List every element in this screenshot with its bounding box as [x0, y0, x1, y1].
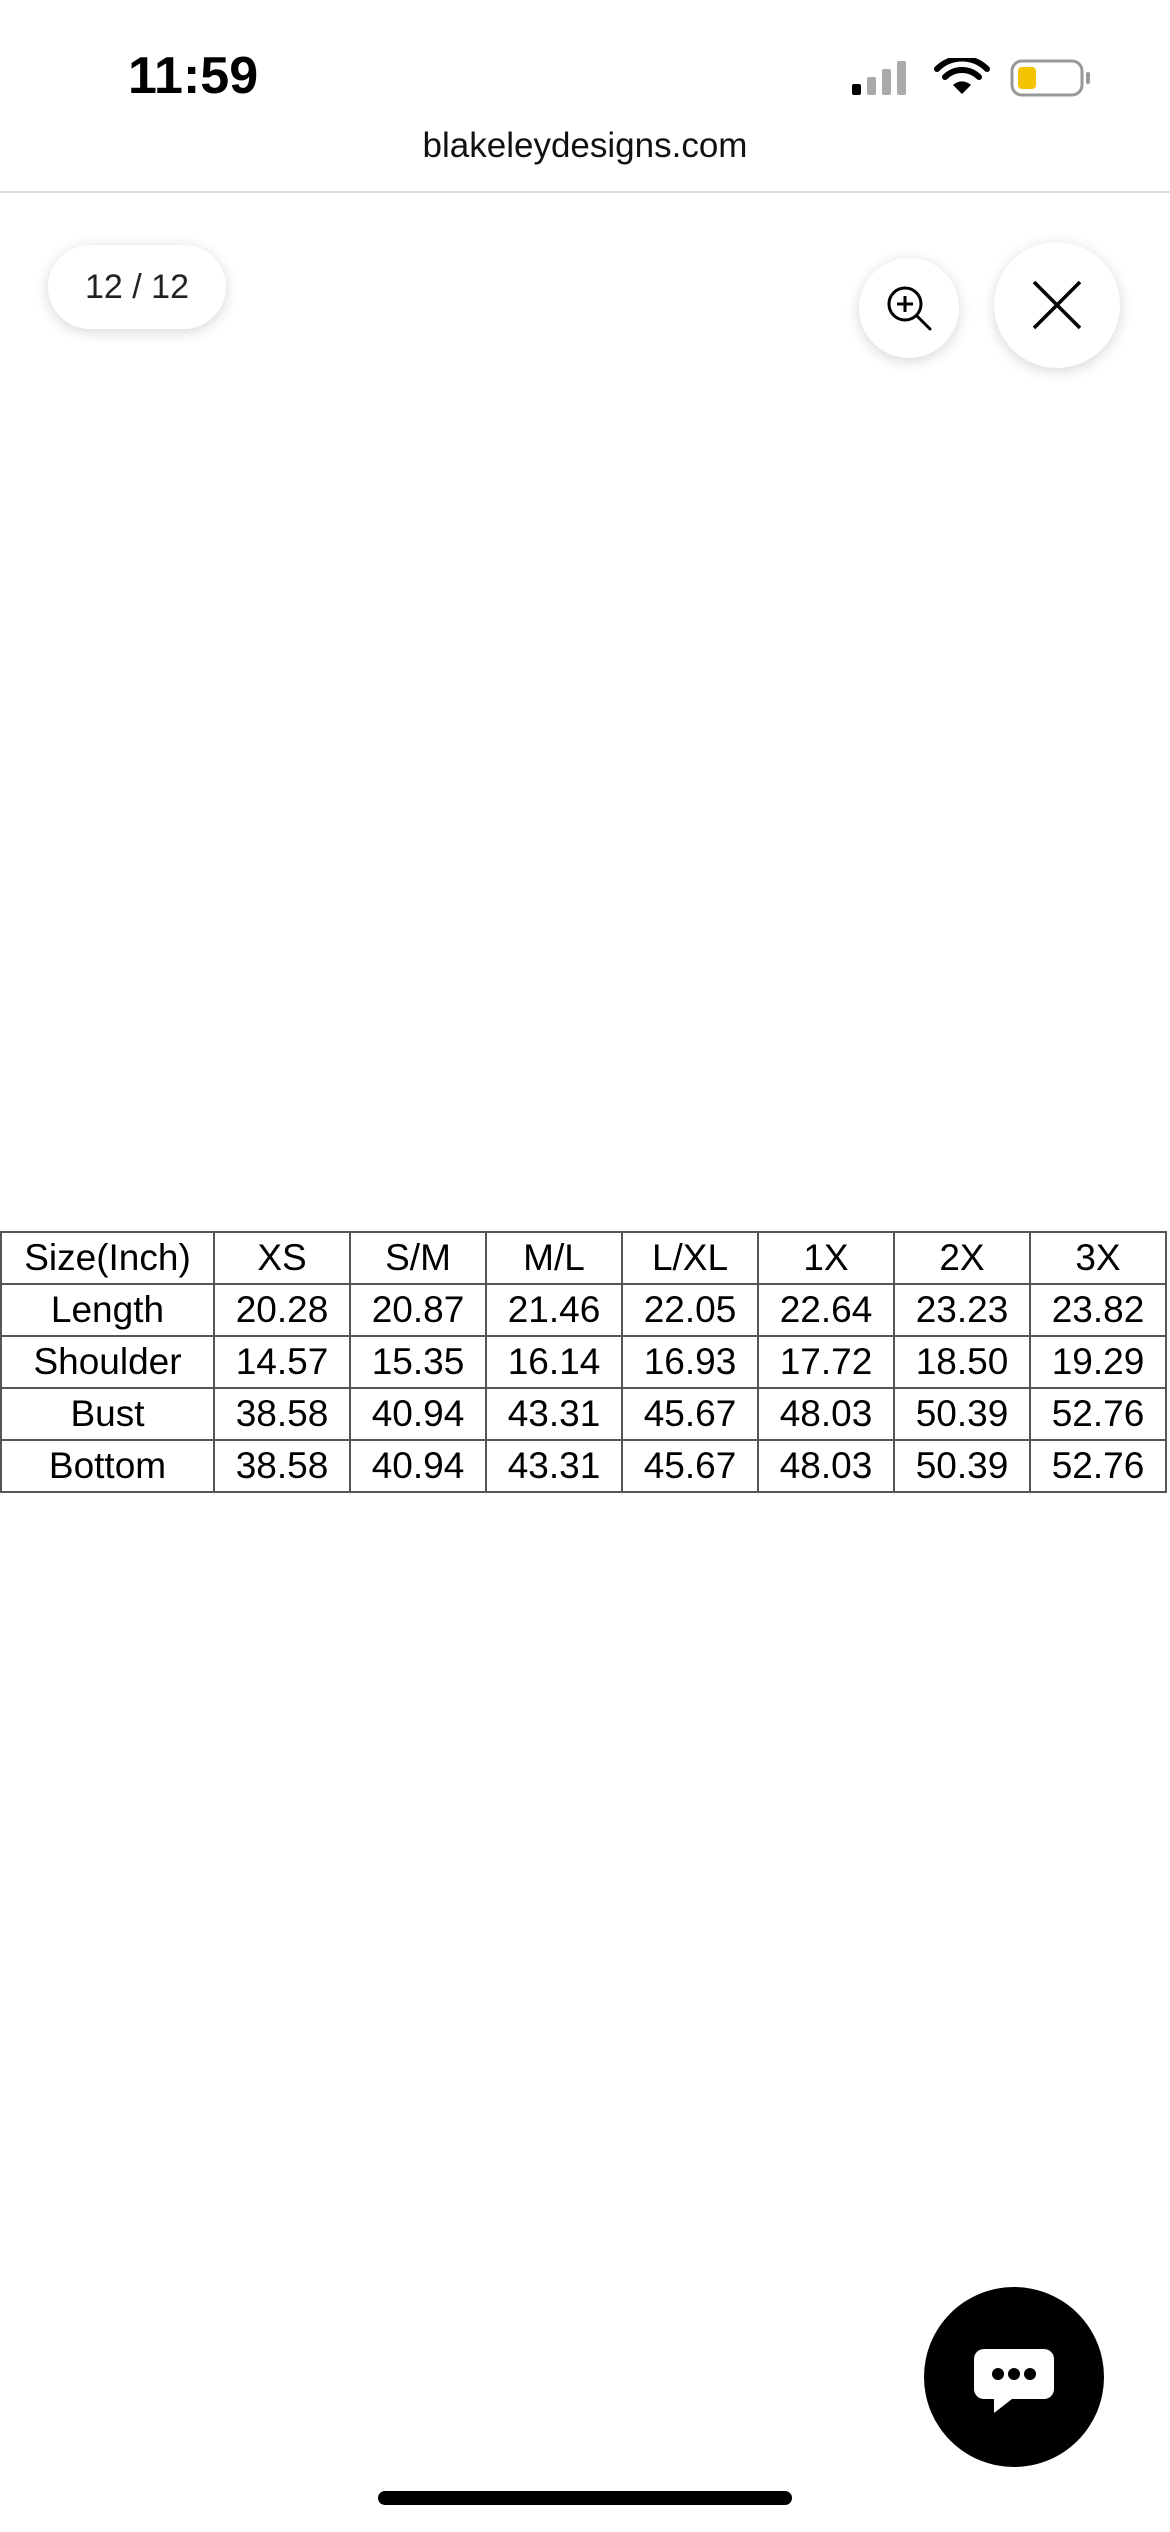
cell: 16.14: [485, 1335, 623, 1389]
url-bar[interactable]: blakeleydesigns.com: [422, 126, 748, 165]
row-label: Length: [0, 1283, 215, 1337]
zoom-icon: [887, 286, 932, 331]
cell: 17.72: [757, 1335, 895, 1389]
status-time: 11:59: [128, 47, 259, 105]
header-row: Size(Inch) XS S/M M/L L/XL 1X 2X 3X: [0, 1231, 1167, 1285]
row-label: Shoulder: [0, 1335, 215, 1389]
cell: 22.64: [757, 1283, 895, 1337]
cell: M/L: [485, 1231, 623, 1285]
cell: 20.87: [349, 1283, 487, 1337]
home-indicator: [378, 2491, 792, 2505]
cell: 43.31: [485, 1387, 623, 1441]
table-row: Length 20.28 20.87 21.46 22.05 22.64 23.23 23.8…: [0, 1283, 1167, 1337]
cell: 19.29: [1029, 1335, 1167, 1389]
image-counter: 12 / 12: [48, 245, 226, 329]
cell: 52.76: [1029, 1439, 1167, 1493]
cell: 20.28: [213, 1283, 351, 1337]
row-label: Size(Inch): [0, 1231, 215, 1285]
row-label: Bust: [0, 1387, 215, 1441]
cell: 48.03: [757, 1387, 895, 1441]
table-row: Shoulder 14.57 15.35 16.14 16.93 17.72 18.50 19…: [0, 1335, 1167, 1389]
cell: 23.82: [1029, 1283, 1167, 1337]
cell: 3X: [1029, 1231, 1167, 1285]
status-icons: [852, 58, 1090, 97]
chat-button[interactable]: [924, 2287, 1104, 2467]
cell: 22.05: [621, 1283, 759, 1337]
chat-icon: [974, 2349, 1054, 2413]
cell: 38.58: [213, 1387, 351, 1441]
divider: [0, 191, 1170, 193]
table-row: Bust 38.58 40.94 43.31 45.67 48.03 50.39 52.76: [0, 1387, 1167, 1441]
zoom-button[interactable]: [859, 258, 959, 358]
cell: 15.35: [349, 1335, 487, 1389]
cell: 45.67: [621, 1439, 759, 1493]
cell: 23.23: [893, 1283, 1031, 1337]
cell: 21.46: [485, 1283, 623, 1337]
cell: S/M: [349, 1231, 487, 1285]
table-row: Bottom 38.58 40.94 43.31 45.67 48.03 50.39 52.7…: [0, 1439, 1167, 1493]
cell: 43.31: [485, 1439, 623, 1493]
size-chart-table: Size(Inch) XS S/M M/L L/XL 1X 2X 3X Length 20.28 2…: [0, 1231, 1167, 1493]
close-button[interactable]: [994, 242, 1120, 368]
cell: 48.03: [757, 1439, 895, 1493]
cell: 40.94: [349, 1387, 487, 1441]
cell: XS: [213, 1231, 351, 1285]
cell: 50.39: [893, 1387, 1031, 1441]
cell: 14.57: [213, 1335, 351, 1389]
close-icon: [1032, 280, 1082, 330]
cell: 2X: [893, 1231, 1031, 1285]
row-label: Bottom: [0, 1439, 215, 1493]
cell: 38.58: [213, 1439, 351, 1493]
cell: 16.93: [621, 1335, 759, 1389]
cell: 45.67: [621, 1387, 759, 1441]
cell: 52.76: [1029, 1387, 1167, 1441]
cell: 50.39: [893, 1439, 1031, 1493]
cell: 18.50: [893, 1335, 1031, 1389]
cell: L/XL: [621, 1231, 759, 1285]
cell: 40.94: [349, 1439, 487, 1493]
cell: 1X: [757, 1231, 895, 1285]
